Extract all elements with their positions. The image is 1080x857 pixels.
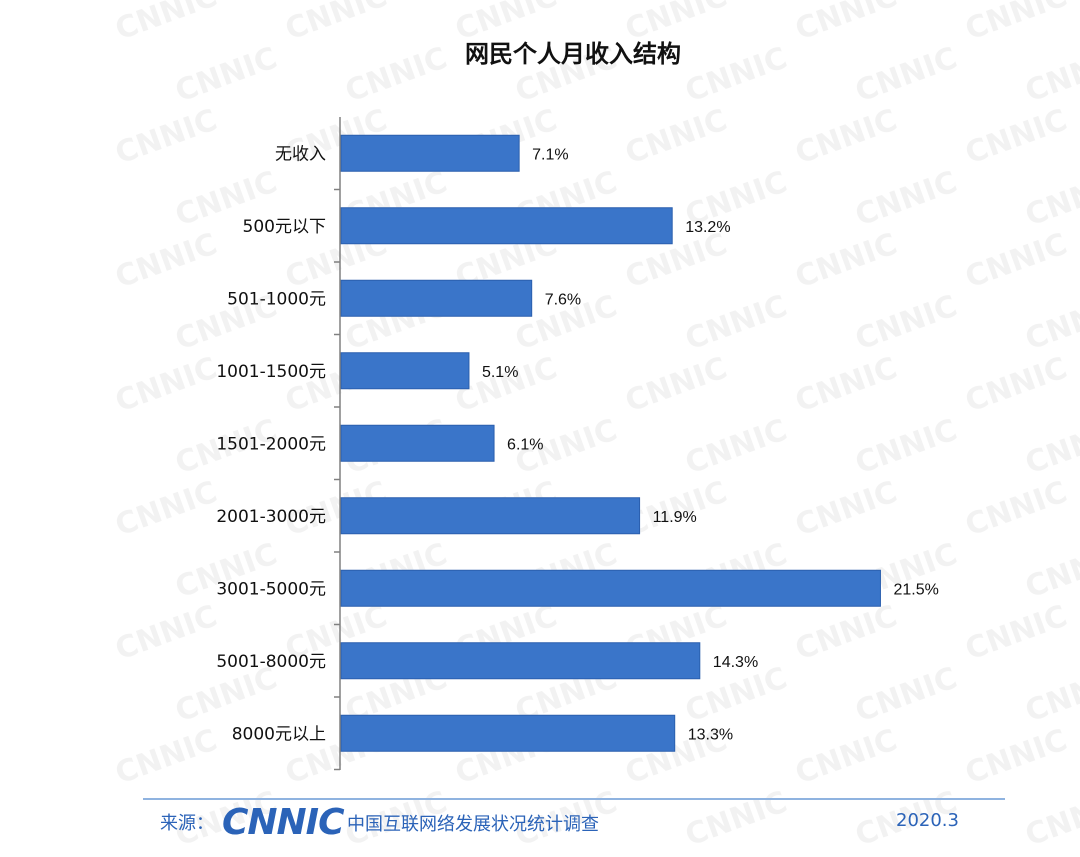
value-label: 13.2% bbox=[685, 219, 730, 236]
category-label: 1501-2000元 bbox=[216, 434, 326, 454]
value-label: 7.1% bbox=[532, 146, 568, 163]
value-label: 21.5% bbox=[893, 581, 938, 598]
category-label: 5001-8000元 bbox=[216, 652, 326, 672]
category-label: 无收入 bbox=[275, 144, 326, 164]
category-label: 3001-5000元 bbox=[216, 579, 326, 599]
bar-3 bbox=[340, 352, 470, 390]
category-label: 8000元以上 bbox=[232, 724, 326, 744]
source-label: 来源： bbox=[160, 813, 214, 834]
bar-0 bbox=[340, 134, 520, 172]
report-date: 2020.3 bbox=[896, 810, 959, 831]
value-label: 11.9% bbox=[653, 509, 697, 526]
category-label: 2001-3000元 bbox=[216, 507, 326, 527]
bar-6 bbox=[340, 569, 881, 607]
bar-4 bbox=[340, 424, 495, 462]
category-label: 501-1000元 bbox=[227, 289, 326, 309]
chart-title: 网民个人月收入结构 bbox=[465, 40, 681, 68]
value-label: 14.3% bbox=[713, 654, 758, 671]
bar-8 bbox=[340, 714, 676, 752]
bar-1 bbox=[340, 207, 673, 245]
bars-group: 无收入 7.1% 500元以下 13.2% 501-1000元 7.6% 1001-1500… bbox=[216, 134, 939, 771]
value-label: 6.1% bbox=[507, 436, 543, 453]
footer-divider bbox=[143, 798, 1005, 800]
category-label: 1001-1500元 bbox=[216, 362, 326, 382]
value-label: 5.1% bbox=[482, 364, 518, 381]
bar-5 bbox=[340, 497, 641, 535]
bar-2 bbox=[340, 279, 533, 317]
value-label: 7.6% bbox=[545, 291, 581, 308]
category-label: 500元以下 bbox=[243, 217, 326, 237]
bar-7 bbox=[340, 642, 701, 680]
value-label: 13.3% bbox=[688, 726, 733, 743]
org-name: 中国互联网络发展状况统计调查 bbox=[347, 814, 599, 835]
cnnic-logo: CNNIC bbox=[222, 802, 344, 843]
